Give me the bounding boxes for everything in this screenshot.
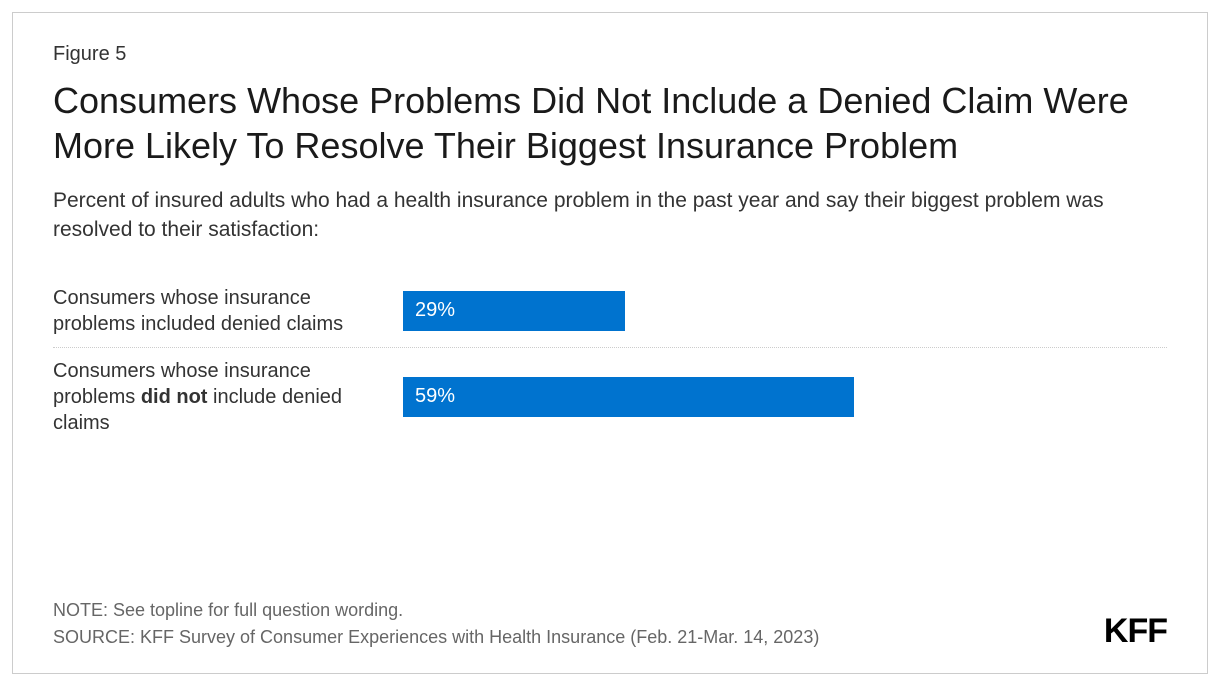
bar-value-label: 29% <box>415 299 455 322</box>
figure-container: Figure 5 Consumers Whose Problems Did No… <box>12 12 1208 674</box>
row-label: Consumers whose insurance problems did n… <box>53 358 403 436</box>
chart-title: Consumers Whose Problems Did Not Include… <box>53 78 1167 168</box>
figure-footer: NOTE: See topline for full question word… <box>53 597 1167 651</box>
bar: 29% <box>403 291 625 331</box>
bar-track: 59% <box>403 377 1167 417</box>
brand-logo: KFF <box>1104 612 1167 651</box>
note-text: NOTE: See topline for full question word… <box>53 597 819 624</box>
bar-chart: Consumers whose insurance problems inclu… <box>53 275 1167 446</box>
footer-text: NOTE: See topline for full question word… <box>53 597 819 651</box>
chart-row: Consumers whose insurance problems did n… <box>53 347 1167 446</box>
chart-row: Consumers whose insurance problems inclu… <box>53 275 1167 347</box>
bar-track: 29% <box>403 291 1167 331</box>
bar: 59% <box>403 377 854 417</box>
figure-label: Figure 5 <box>53 43 1167 66</box>
bar-value-label: 59% <box>415 385 455 408</box>
chart-subtitle: Percent of insured adults who had a heal… <box>53 186 1167 245</box>
source-text: SOURCE: KFF Survey of Consumer Experienc… <box>53 624 819 651</box>
row-label: Consumers whose insurance problems inclu… <box>53 285 403 337</box>
